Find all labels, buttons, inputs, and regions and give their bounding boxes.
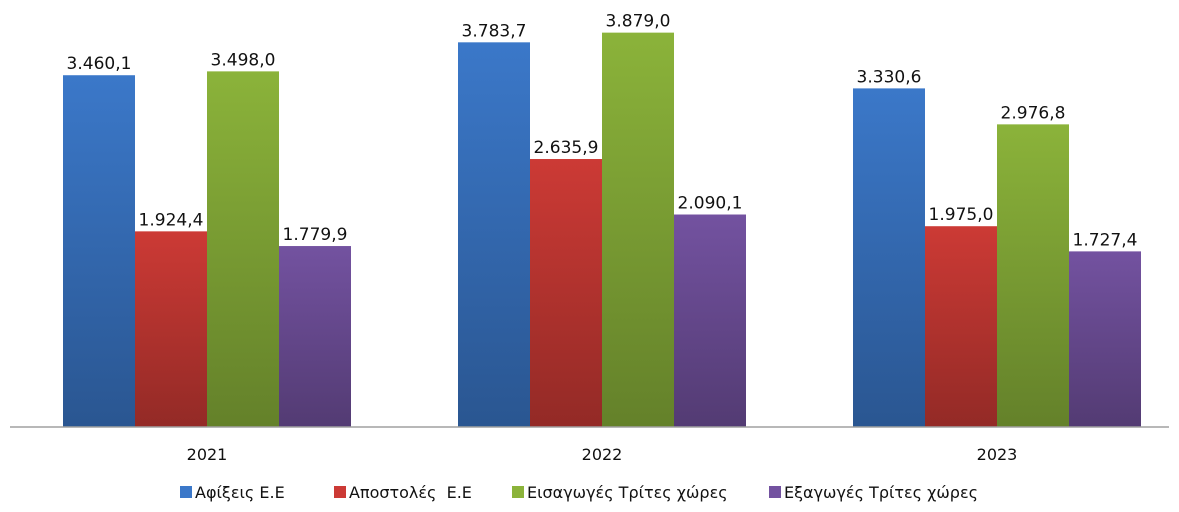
bar-2023-series-3 (997, 124, 1069, 427)
legend-label-series-1: Αφίξεις Ε.Ε (195, 483, 285, 502)
legend-label-series-2: Αποστολές Ε.Ε (349, 483, 472, 502)
data-label-2021-series-3: 3.498,0 (211, 50, 276, 70)
x-tick-label-2023: 2023 (977, 445, 1018, 464)
bar-2021-series-2 (135, 231, 207, 427)
x-tick-labels-group: 2021 2022 2023 (187, 445, 1018, 464)
data-label-2023-series-1: 3.330,6 (857, 67, 922, 87)
x-tick-label-2022: 2022 (582, 445, 623, 464)
bar-2023-series-4 (1069, 251, 1141, 427)
data-label-2023-series-2: 1.975,0 (929, 205, 994, 225)
bars-group (63, 32, 1141, 428)
data-label-2022-series-3: 3.879,0 (606, 12, 671, 32)
data-label-2023-series-4: 1.727,4 (1073, 230, 1138, 250)
bar-2022-series-1 (458, 42, 530, 428)
data-label-2023-series-3: 2.976,8 (1001, 103, 1066, 123)
x-tick-label-2021: 2021 (187, 445, 228, 464)
bar-2021-series-4 (279, 246, 351, 427)
bar-2023-series-1 (853, 88, 925, 427)
legend-label-series-3: Εισαγωγές Τρίτες χώρες (527, 483, 728, 502)
data-label-2022-series-2: 2.635,9 (534, 138, 599, 158)
legend-swatch-series-2 (334, 486, 346, 498)
bar-2022-series-4 (674, 214, 746, 427)
bar-2022-series-2 (530, 159, 602, 427)
legend-label-series-4: Εξαγωγές Τρίτες χώρες (784, 483, 978, 502)
data-label-2021-series-1: 3.460,1 (67, 54, 132, 74)
legend-swatch-series-1 (180, 486, 192, 498)
legend: Αφίξεις Ε.Ε Αποστολές Ε.Ε Εισαγωγές Τρίτες… (180, 483, 978, 502)
bar-2021-series-3 (207, 71, 279, 428)
data-label-2022-series-4: 2.090,1 (678, 194, 743, 214)
data-label-2022-series-1: 3.783,7 (462, 21, 527, 41)
data-label-2021-series-4: 1.779,9 (283, 225, 348, 245)
legend-swatch-series-3 (512, 486, 524, 498)
data-label-2021-series-2: 1.924,4 (139, 210, 204, 230)
legend-swatch-series-4 (769, 486, 781, 498)
data-labels-group: 3.460,1 1.924,4 3.498,0 1.779,9 3.783,7 2.635… (67, 12, 1138, 251)
bar-2022-series-3 (602, 32, 674, 427)
bar-2023-series-2 (925, 226, 997, 427)
bar-2021-series-1 (63, 75, 135, 427)
